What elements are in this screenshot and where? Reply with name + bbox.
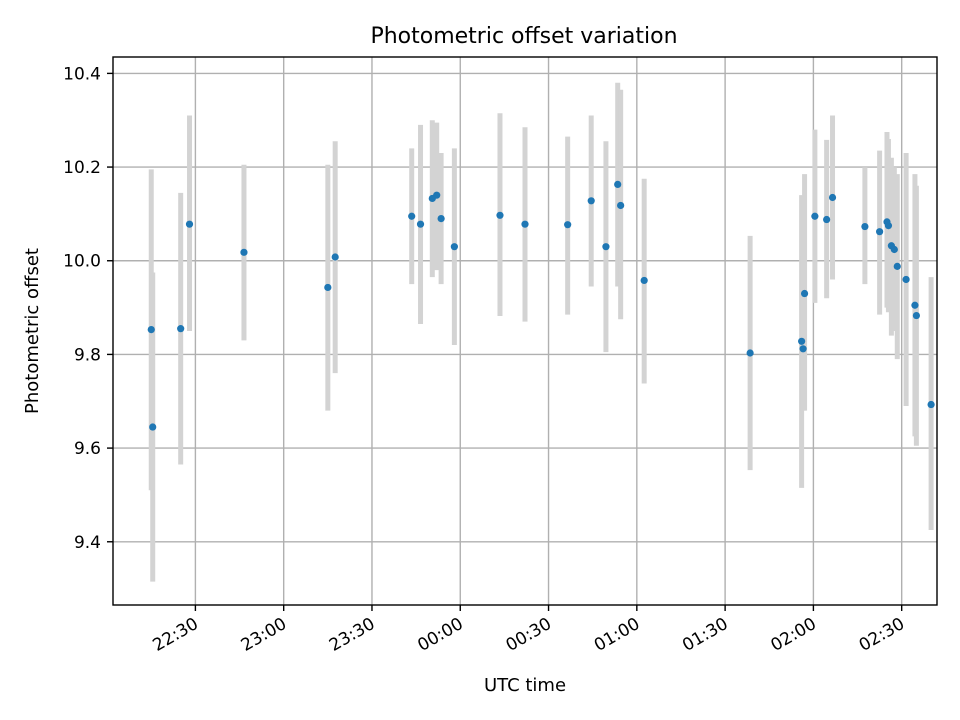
- data-point: [828, 193, 837, 202]
- data-point: [893, 262, 901, 270]
- x-axis-ticks: 22:30 23:00 23:30 00:00 00:30 01:00 01:30 02:00…: [149, 605, 908, 656]
- error-bars: [148, 82, 934, 582]
- x-tick-label: 02:30: [856, 614, 908, 656]
- x-tick-label: 02:00: [767, 614, 819, 656]
- data-point: [149, 423, 157, 431]
- x-tick-label: 00:30: [503, 614, 555, 656]
- data-point: [911, 301, 919, 309]
- plot-frame: [112, 56, 938, 606]
- y-tick-label: 10.4: [63, 64, 101, 84]
- data-point: [746, 349, 754, 357]
- data-point: [496, 211, 504, 219]
- y-axis-label: Photometric offset: [22, 248, 43, 414]
- data-point: [324, 283, 332, 292]
- data-point: [614, 180, 622, 188]
- data-point: [408, 212, 416, 220]
- data-point: [823, 215, 831, 224]
- x-tick-label: 23:30: [326, 614, 378, 656]
- x-tick-label: 01:30: [679, 614, 731, 656]
- y-tick-label: 9.8: [74, 345, 101, 365]
- data-point: [876, 228, 884, 236]
- data-point: [240, 248, 248, 256]
- data-point: [811, 212, 819, 220]
- data-point: [799, 345, 807, 353]
- data-point: [185, 220, 194, 228]
- y-axis-ticks: 9.4 9.6 9.8 10.0 10.2 10.4: [63, 64, 113, 553]
- data-point: [617, 201, 625, 210]
- x-axis-label: UTC time: [484, 675, 566, 696]
- data-point: [912, 311, 921, 320]
- data-point: [602, 243, 610, 251]
- data-point: [416, 220, 425, 228]
- data-point: [861, 222, 869, 231]
- data-point: [450, 243, 458, 251]
- y-tick-label: 10.0: [63, 252, 101, 272]
- x-tick-label: 00:00: [414, 614, 466, 656]
- x-tick-label: 01:00: [591, 614, 643, 656]
- data-point: [902, 275, 910, 284]
- data-points: [147, 180, 935, 431]
- data-point: [800, 289, 809, 298]
- data-point: [798, 337, 806, 345]
- data-point: [521, 220, 529, 228]
- x-tick-label: 23:00: [238, 614, 290, 656]
- y-tick-label: 10.2: [63, 158, 101, 178]
- chart-title: Photometric offset variation: [370, 24, 677, 49]
- data-point: [433, 191, 441, 199]
- y-tick-label: 9.4: [74, 533, 101, 553]
- data-point: [331, 253, 339, 261]
- data-point: [890, 245, 898, 254]
- x-tick-label: 22:30: [149, 614, 201, 656]
- y-tick-label: 9.6: [74, 439, 101, 459]
- data-point: [884, 222, 893, 230]
- data-point: [177, 325, 185, 333]
- data-point: [587, 197, 595, 205]
- data-point: [437, 214, 445, 223]
- data-point: [564, 221, 572, 229]
- data-point: [147, 325, 155, 334]
- data-point: [927, 400, 935, 409]
- data-point: [640, 276, 648, 285]
